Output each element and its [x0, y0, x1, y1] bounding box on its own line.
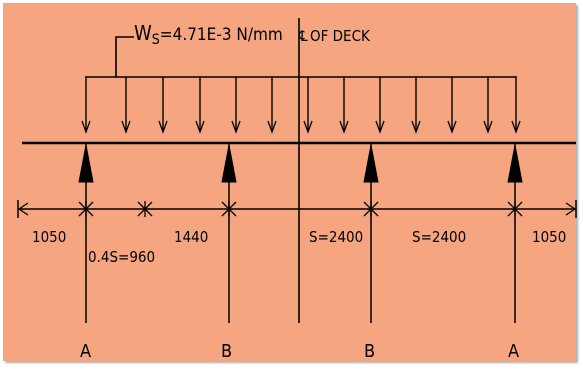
dimension-tick — [221, 201, 237, 217]
load-arrow — [447, 77, 457, 134]
dimension-label-overhang-right: 1050 — [532, 228, 566, 246]
support-label-b-left: B — [221, 341, 232, 362]
load-arrow — [158, 77, 168, 134]
dimension-label-a-to-center: 0.4S=960 — [88, 248, 155, 266]
load-arrow — [81, 77, 91, 134]
diagram-background — [3, 3, 576, 361]
load-arrow — [339, 77, 349, 134]
dimension-tick — [363, 201, 379, 217]
support-4 — [507, 143, 523, 323]
centerline-symbol: ℄ — [298, 27, 308, 45]
support-label-a-left: A — [80, 341, 91, 362]
load-arrow — [483, 77, 493, 134]
load-arrow — [267, 77, 277, 134]
load-arrow — [411, 77, 421, 134]
support-label-b-right: B — [364, 341, 375, 362]
dimension-end-right — [565, 200, 577, 218]
load-symbol: W — [134, 21, 152, 45]
dimension-tick — [507, 201, 523, 217]
dimension-label-overhang-left: 1050 — [32, 228, 66, 246]
dimension-ticks — [17, 200, 577, 218]
dimension-label-span-b-a: S=2400 — [412, 228, 466, 246]
supports — [78, 143, 523, 323]
dimension-tick — [137, 201, 153, 217]
support-3 — [363, 143, 379, 323]
dimension-tick — [78, 201, 94, 217]
load-arrow — [121, 77, 131, 134]
load-label: WS=4.71E-3 N/mm — [134, 21, 283, 48]
load-arrow — [511, 77, 521, 134]
support-2 — [221, 143, 237, 323]
dimension-end-left — [17, 200, 29, 218]
dimension-label-center-to-b: 1440 — [174, 228, 208, 246]
dimension-label-span-b-b: S=2400 — [309, 228, 363, 246]
load-arrow — [303, 77, 313, 134]
load-arrow — [375, 77, 385, 134]
load-value: =4.71E-3 N/mm — [160, 25, 283, 45]
load-arrow — [231, 77, 241, 134]
load-arrows — [81, 77, 521, 134]
support-1 — [78, 143, 94, 323]
load-arrow — [195, 77, 205, 134]
centerline-label: OF DECK — [310, 27, 371, 45]
load-leader — [115, 36, 134, 77]
load-subscript: S — [152, 32, 160, 48]
support-label-a-right: A — [508, 341, 519, 362]
